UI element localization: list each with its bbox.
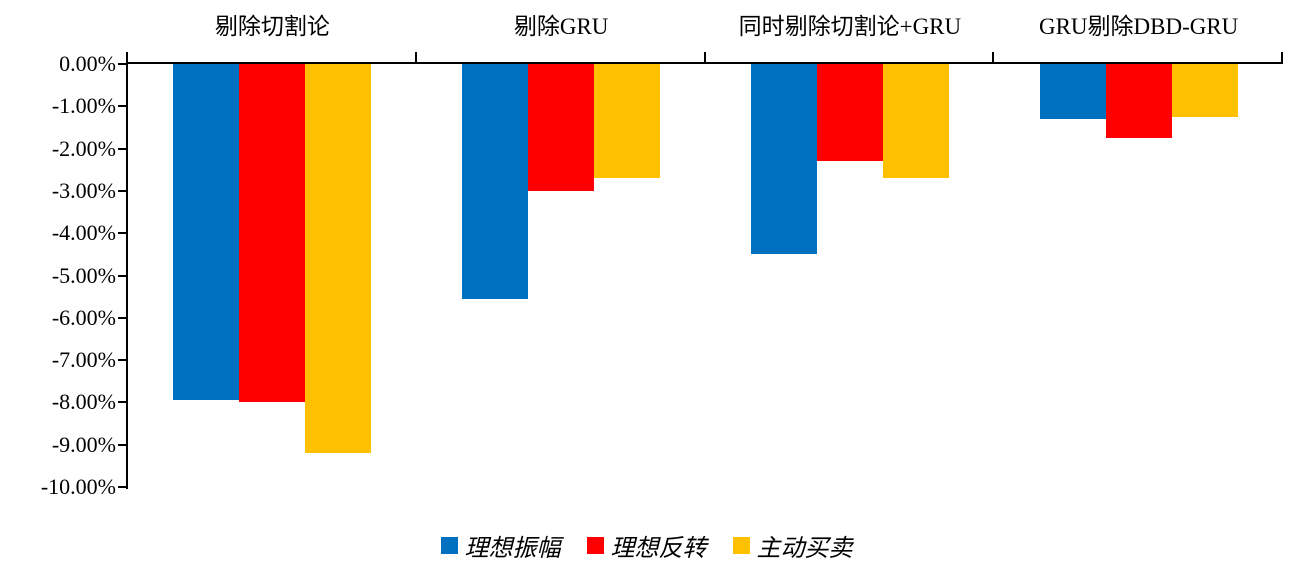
x-axis-line [128, 62, 1283, 64]
bar-主动买卖 [1171, 64, 1238, 117]
y-axis-tick-label: -7.00% [51, 347, 116, 373]
bar-理想反转 [816, 64, 883, 162]
legend-label: 主动买卖 [756, 535, 853, 562]
y-axis-tick-label: -3.00% [51, 177, 116, 203]
y-axis-tick [118, 359, 126, 362]
category-label: 剔除切割论 [214, 14, 330, 39]
category-boundary-tick [1281, 52, 1283, 64]
bar-理想反转 [528, 64, 595, 191]
y-axis-tick [118, 443, 126, 446]
legend-item: 理想振幅 [440, 528, 561, 563]
bar-主动买卖 [882, 64, 949, 179]
y-axis-line [126, 52, 128, 489]
category-boundary-tick [992, 52, 995, 64]
bar-理想振幅 [750, 64, 817, 255]
legend: 理想振幅 理想反转 主动买卖 [0, 524, 1293, 566]
y-axis-tick-label: -8.00% [51, 389, 116, 415]
y-axis-tick-label: -5.00% [51, 262, 116, 288]
y-axis-tick-label: -1.00% [51, 93, 116, 119]
y-axis-tick-label: -4.00% [51, 220, 116, 246]
y-axis-tick-label: -9.00% [51, 431, 116, 457]
y-axis-tick-label: 0.00% [59, 51, 116, 76]
legend-swatch-icon [586, 536, 604, 554]
category-boundary-tick [703, 52, 706, 64]
category-label: 同时剔除切割论+GRU [738, 14, 962, 39]
y-axis-tick [118, 316, 126, 319]
bar-理想振幅 [173, 64, 240, 401]
legend-label: 理想振幅 [464, 535, 561, 562]
category-label: GRU剔除DBD-GRU [1038, 14, 1239, 39]
legend-item: 主动买卖 [732, 528, 853, 563]
y-axis-tick [118, 105, 126, 108]
bar-主动买卖 [305, 64, 372, 454]
bar-主动买卖 [594, 64, 661, 179]
y-axis-tick [118, 232, 126, 235]
legend-swatch-icon [440, 536, 458, 554]
y-axis-tick [118, 401, 126, 404]
y-axis-tick-label: -10.00% [40, 474, 116, 499]
y-axis-tick [118, 63, 126, 65]
y-axis-tick [118, 147, 126, 150]
bar-理想振幅 [1039, 64, 1106, 119]
bar-理想反转 [239, 64, 306, 403]
y-axis-tick-label: -2.00% [51, 135, 116, 161]
legend-label: 理想反转 [610, 535, 707, 562]
category-boundary-tick [414, 52, 417, 64]
y-axis-tick-label: -6.00% [51, 304, 116, 330]
legend-item: 理想反转 [586, 528, 707, 563]
legend-swatch-icon [732, 536, 750, 554]
bar-理想反转 [1105, 64, 1172, 139]
bar-理想振幅 [462, 64, 529, 299]
category-label: 剔除GRU [513, 14, 609, 39]
y-axis-tick [118, 274, 126, 277]
y-axis-tick [118, 486, 126, 488]
y-axis-tick [118, 189, 126, 192]
